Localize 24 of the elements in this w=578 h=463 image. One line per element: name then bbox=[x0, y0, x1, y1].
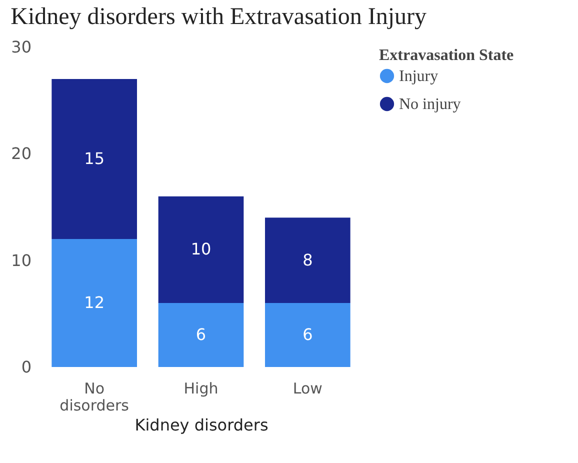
x-tick-label: Low bbox=[292, 380, 322, 398]
x-tick-label: High bbox=[184, 380, 218, 398]
bar bbox=[158, 303, 244, 367]
data-label: 6 bbox=[196, 325, 206, 344]
chart-title: Kidney disorders with Extravasation Injury bbox=[10, 4, 427, 30]
legend-title: Extravasation State bbox=[379, 47, 514, 64]
data-label: 8 bbox=[302, 250, 313, 270]
y-tick-label: 20 bbox=[11, 144, 32, 164]
bar bbox=[52, 79, 137, 239]
x-axis-title: Kidney disorders bbox=[134, 416, 268, 434]
data-label: 12 bbox=[84, 293, 105, 312]
bar bbox=[158, 196, 244, 303]
y-tick-label: 10 bbox=[11, 250, 32, 270]
legend-label: Injury bbox=[399, 68, 438, 85]
y-tick-label: 30 bbox=[11, 38, 32, 56]
data-label: 15 bbox=[84, 149, 105, 168]
x-tick-label: No disorders bbox=[60, 380, 130, 414]
data-label: 10 bbox=[190, 240, 212, 259]
bar bbox=[265, 303, 350, 367]
y-tick-label: 0 bbox=[21, 358, 32, 376]
data-label: 6 bbox=[302, 325, 313, 344]
legend-label: No injury bbox=[399, 96, 461, 113]
bar bbox=[265, 218, 350, 303]
bar bbox=[52, 239, 137, 367]
